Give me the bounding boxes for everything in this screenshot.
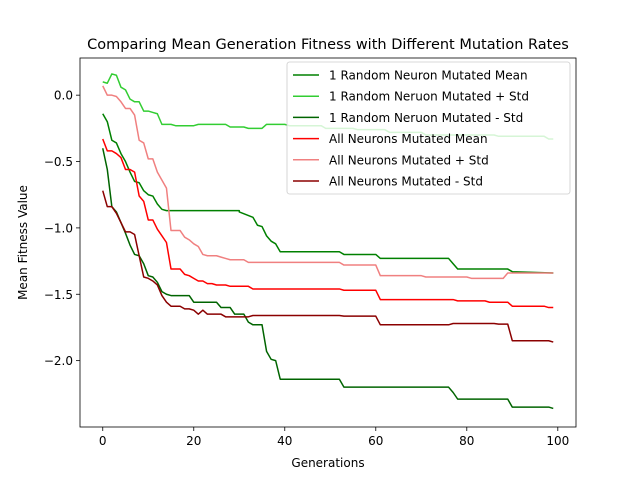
legend-entry-label: All Neurons Mutated + Std — [329, 153, 489, 167]
x-tick-label: 60 — [368, 434, 383, 448]
series-line-3 — [102, 148, 554, 410]
y-tick-label: −1.0 — [44, 221, 73, 235]
series-layer — [102, 73, 554, 410]
y-tick-label: 0.0 — [54, 89, 73, 103]
legend-entry-label: All Neurons Mutated Mean — [329, 132, 488, 146]
series-line-5 — [102, 85, 554, 280]
x-tick-label: 20 — [186, 434, 201, 448]
y-axis-label: Mean Fitness Value — [16, 185, 30, 300]
legend-box — [286, 61, 571, 195]
legend-entry-label: 1 Random Neruon Mutated + Std — [329, 90, 529, 104]
x-tick-label: 0 — [99, 434, 107, 448]
x-tick-label: 100 — [546, 434, 569, 448]
y-tick-label: −2.0 — [44, 354, 73, 368]
legend: 1 Random Neuron Mutated Mean 1 Random Ner… — [286, 61, 571, 195]
axes-layer: 0 20 40 60 80 100 0.0 −0.5 −1.0 −1.5 −2.0 — [44, 89, 569, 448]
legend-entry-label: 1 Random Neuron Mutated Mean — [329, 69, 528, 83]
legend-entry-label: 1 Random Neruon Mutated - Std — [329, 111, 523, 125]
chart-title: Comparing Mean Generation Fitness with D… — [87, 37, 569, 53]
x-tick-label: 80 — [459, 434, 474, 448]
y-tick-label: −0.5 — [44, 155, 73, 169]
y-tick-label: −1.5 — [44, 288, 73, 302]
x-tick-label: 40 — [277, 434, 292, 448]
x-axis-label: Generations — [291, 456, 364, 470]
series-line-6 — [102, 190, 554, 343]
plot-frame — [79, 57, 577, 428]
series-line-4 — [102, 138, 554, 309]
series-line-1 — [102, 113, 554, 274]
legend-entry-label: All Neurons Mutated - Std — [329, 175, 483, 189]
